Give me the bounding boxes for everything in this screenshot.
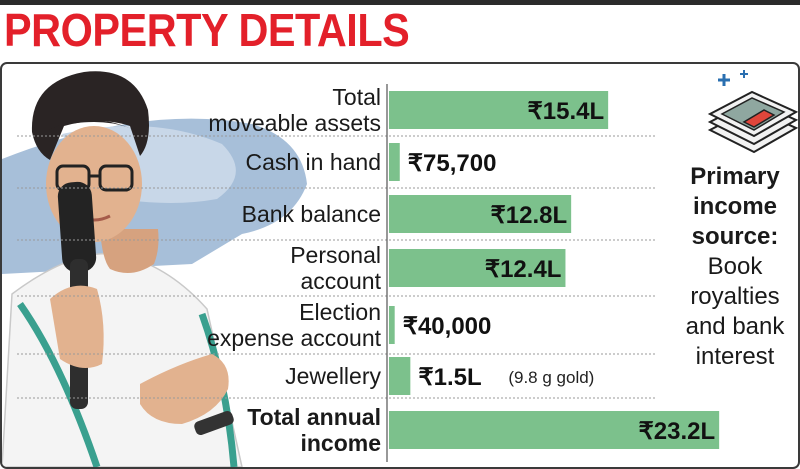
income-note-heading: Primary income source: xyxy=(690,163,780,250)
bar xyxy=(389,357,411,395)
money-stack-icon xyxy=(707,70,798,154)
category-label: Election expense account xyxy=(207,299,382,351)
bar xyxy=(389,411,720,449)
category-label: Jewellery xyxy=(285,363,381,389)
category-label: Total annual income xyxy=(247,404,381,456)
value-label: ₹15.4L xyxy=(528,98,605,125)
bar xyxy=(389,143,400,181)
value-label: ₹1.5L xyxy=(418,364,481,391)
value-label: ₹23.2L xyxy=(639,418,716,445)
income-note: Primary income source: Book royalties an… xyxy=(674,162,796,372)
category-label: Bank balance xyxy=(242,201,381,227)
value-label: ₹75,700 xyxy=(408,150,497,177)
portrait-illustration xyxy=(2,71,307,467)
chart-panel: Total moveable assets ₹15.4L Cash in hand ₹7… xyxy=(0,62,800,469)
income-note-body: Book royalties and bank interest xyxy=(685,253,785,370)
bar xyxy=(389,91,609,129)
page-title: PROPERTY DETAILS xyxy=(4,4,410,56)
category-label: Total moveable assets xyxy=(208,84,381,136)
category-label: Personal account xyxy=(290,242,381,294)
bar-chart: Total moveable assets ₹15.4L Cash in hand ₹7… xyxy=(2,71,720,467)
value-label: ₹12.4L xyxy=(485,256,562,283)
bar xyxy=(389,249,566,287)
bar xyxy=(389,195,572,233)
bar xyxy=(389,306,395,344)
value-label: ₹12.8L xyxy=(491,202,568,229)
bar-annotation: (9.8 g gold) xyxy=(508,368,594,387)
top-rule xyxy=(0,0,800,5)
category-label: Cash in hand xyxy=(245,149,381,175)
value-label: ₹40,000 xyxy=(403,313,492,340)
